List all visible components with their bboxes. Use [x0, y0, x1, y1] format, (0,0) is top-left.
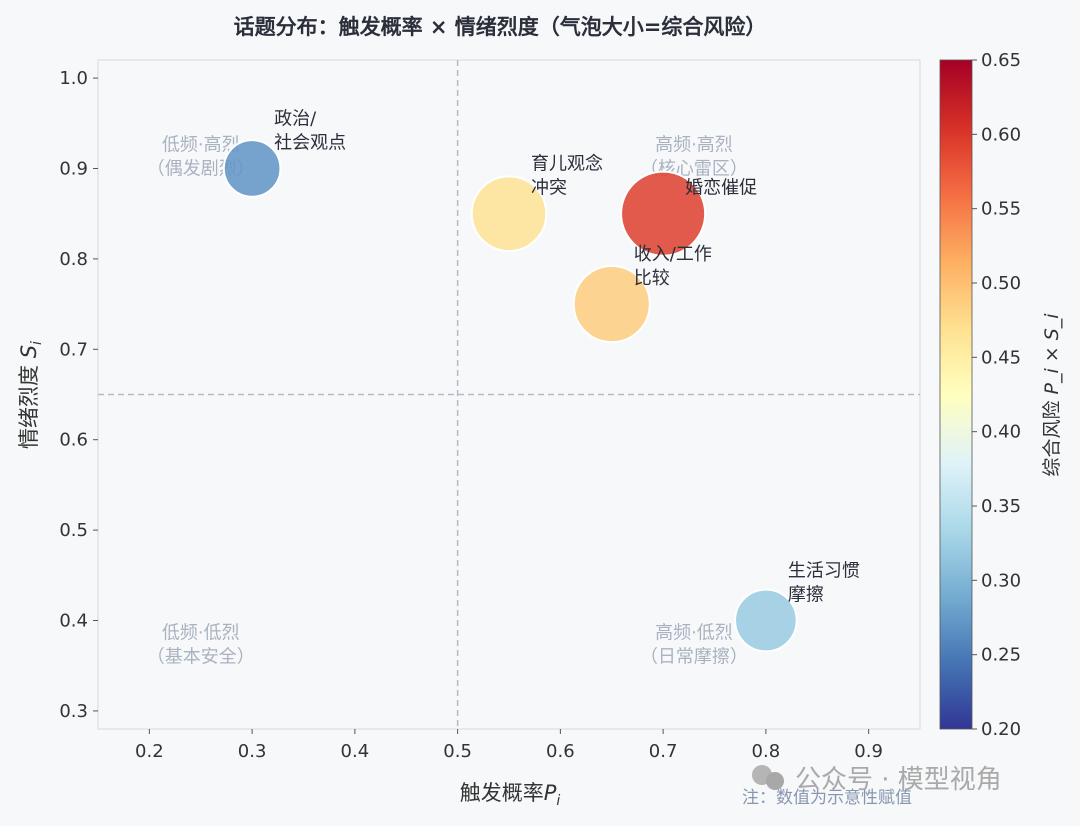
- watermark-text: 公众号 · 模型视角: [795, 765, 1002, 795]
- x-tick-label: 0.5: [443, 741, 472, 762]
- colorbar-tick-label: 0.30: [981, 570, 1021, 591]
- x-axis-label: 触发概率Pi: [460, 781, 561, 809]
- x-tick-label: 0.3: [238, 741, 267, 762]
- bubble-label: 冲突: [531, 178, 567, 199]
- x-tick-label: 0.6: [546, 741, 575, 762]
- colorbar: [939, 59, 973, 730]
- y-tick-label: 0.5: [59, 520, 88, 541]
- x-tick-label: 0.9: [854, 741, 883, 762]
- colorbar-tick-label: 0.55: [981, 199, 1021, 220]
- bubble-label: 婚恋催促: [685, 177, 757, 199]
- quadrant-label: 低频·高烈: [162, 134, 240, 155]
- quadrant-label: 低频·低烈: [162, 623, 240, 644]
- bubble: [222, 139, 282, 198]
- quadrant-label: （日常摩擦）: [640, 647, 748, 668]
- colorbar-tick-label: 0.20: [981, 719, 1021, 740]
- bubble: [470, 175, 548, 252]
- quadrant-label: 高频·低烈: [655, 623, 733, 644]
- watermark: 公众号 · 模型视角: [752, 765, 1002, 795]
- y-axis-label: 情绪烈度 Si: [17, 341, 45, 449]
- x-tick-label: 0.4: [341, 741, 370, 762]
- colorbar-label-formula: P_i × S_i: [1041, 313, 1063, 395]
- bubble-label: 比较: [634, 268, 670, 289]
- y-tick-label: 0.8: [59, 249, 88, 270]
- bubble-label: 政治/: [274, 108, 317, 129]
- wechat-icon: [766, 772, 784, 790]
- colorbar-tick-label: 0.45: [981, 347, 1021, 368]
- y-tick-label: 0.3: [59, 701, 88, 722]
- y-tick-label: 0.7: [59, 339, 88, 360]
- colorbar-tick-label: 0.50: [981, 273, 1021, 294]
- colorbar-tick-label: 0.40: [981, 422, 1021, 443]
- colorbar-tick-label: 0.35: [981, 496, 1021, 517]
- colorbar-tick-label: 0.25: [981, 645, 1021, 666]
- quadrant-label: （基本安全）: [147, 647, 255, 668]
- bubble: [734, 588, 798, 653]
- colorbar-tick-label: 0.60: [981, 124, 1021, 145]
- bubble-label: 收入/工作: [634, 244, 712, 265]
- colorbar-tick-label: 0.65: [981, 50, 1021, 71]
- y-tick-label: 1.0: [59, 68, 88, 89]
- bubble: [572, 265, 651, 344]
- y-tick-label: 0.9: [59, 158, 88, 179]
- quadrant-label: 高频·高烈: [655, 134, 733, 155]
- x-tick-label: 0.7: [649, 741, 678, 762]
- bubble-label: 社会观点: [274, 132, 346, 153]
- bubble: [620, 170, 707, 257]
- colorbar-label-name: 综合风险: [1041, 401, 1063, 477]
- y-tick-label: 0.4: [59, 611, 88, 632]
- y-tick-label: 0.6: [59, 430, 88, 451]
- note-text: 注：数值为示意性赋值: [742, 788, 912, 808]
- bubble-label: 育儿观念: [531, 153, 603, 175]
- bubble-label: 摩擦: [788, 585, 824, 606]
- x-tick-label: 0.2: [135, 741, 164, 762]
- bubble-label: 生活习惯: [788, 561, 860, 582]
- colorbar-label: 综合风险 P_i × S_i: [1041, 313, 1063, 477]
- x-tick-label: 0.8: [752, 741, 781, 762]
- chart-title: 话题分布：触发概率 × 情绪烈度（气泡大小=综合风险）: [234, 15, 767, 39]
